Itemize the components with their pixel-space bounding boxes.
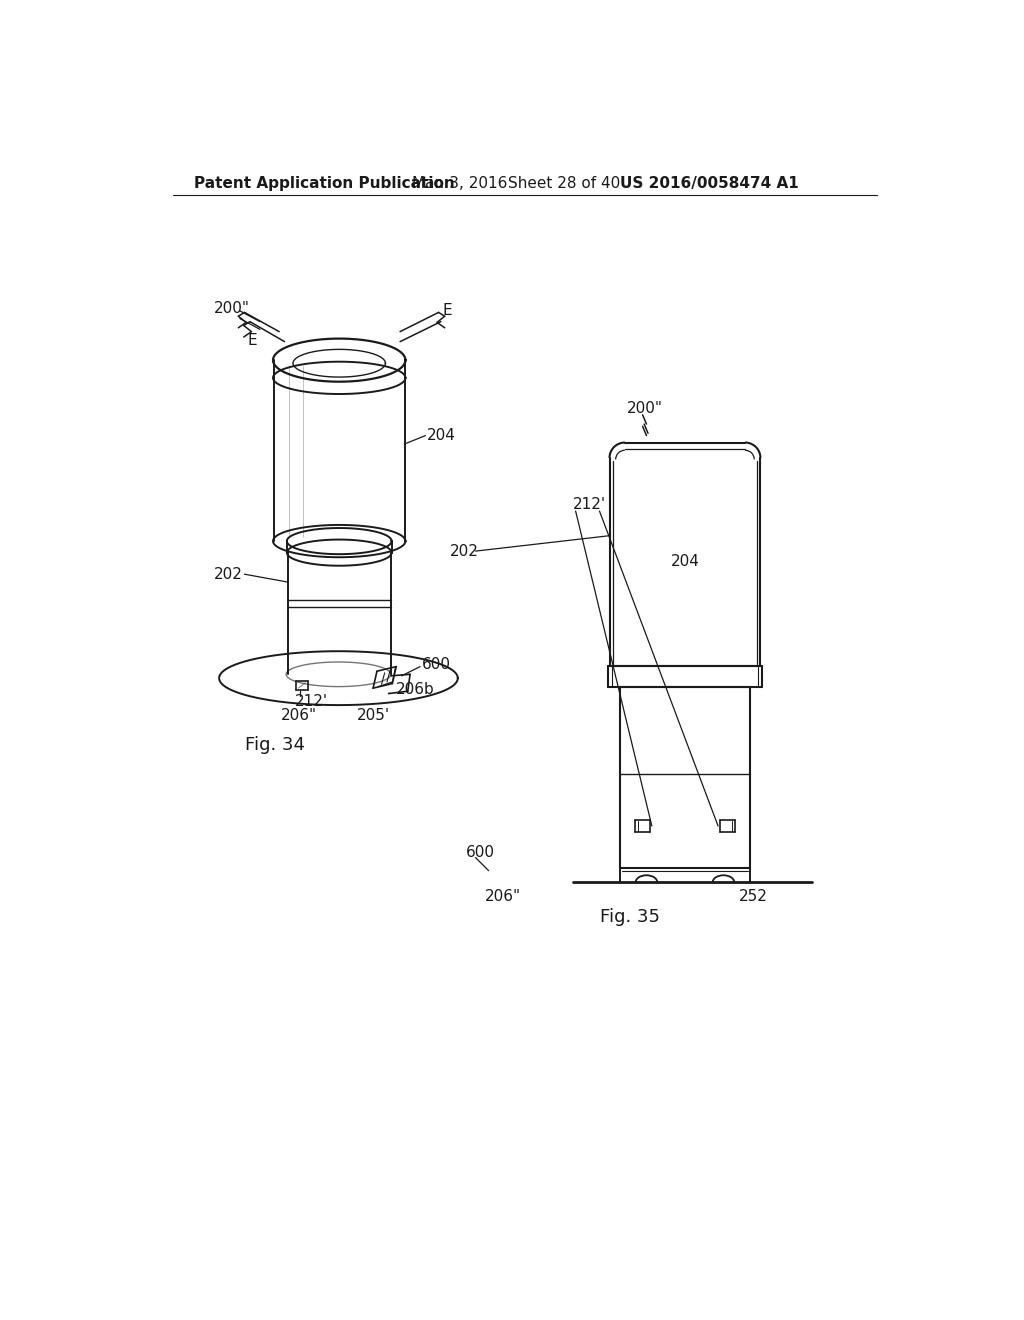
Text: E: E [442,304,452,318]
Text: 202: 202 [214,566,243,582]
Text: E: E [248,334,257,348]
Text: Sheet 28 of 40: Sheet 28 of 40 [508,176,621,190]
Text: 600: 600 [466,845,496,861]
Text: 204: 204 [427,428,456,444]
Text: Mar. 3, 2016: Mar. 3, 2016 [412,176,507,190]
Text: 204: 204 [671,554,699,569]
Text: 206": 206" [281,708,316,722]
Text: US 2016/0058474 A1: US 2016/0058474 A1 [620,176,799,190]
Text: 200": 200" [628,401,664,416]
Text: 202: 202 [451,544,479,558]
Text: 252: 252 [739,888,768,904]
Text: Fig. 35: Fig. 35 [600,908,660,925]
Text: 206": 206" [484,888,521,904]
Text: 212': 212' [573,498,606,512]
Text: 600: 600 [422,657,451,672]
Text: 206b: 206b [396,682,435,697]
Text: Fig. 34: Fig. 34 [245,737,304,754]
Text: 205': 205' [357,708,390,722]
Text: Patent Application Publication: Patent Application Publication [194,176,455,190]
Text: 200": 200" [214,301,250,315]
Text: 212': 212' [295,694,328,709]
